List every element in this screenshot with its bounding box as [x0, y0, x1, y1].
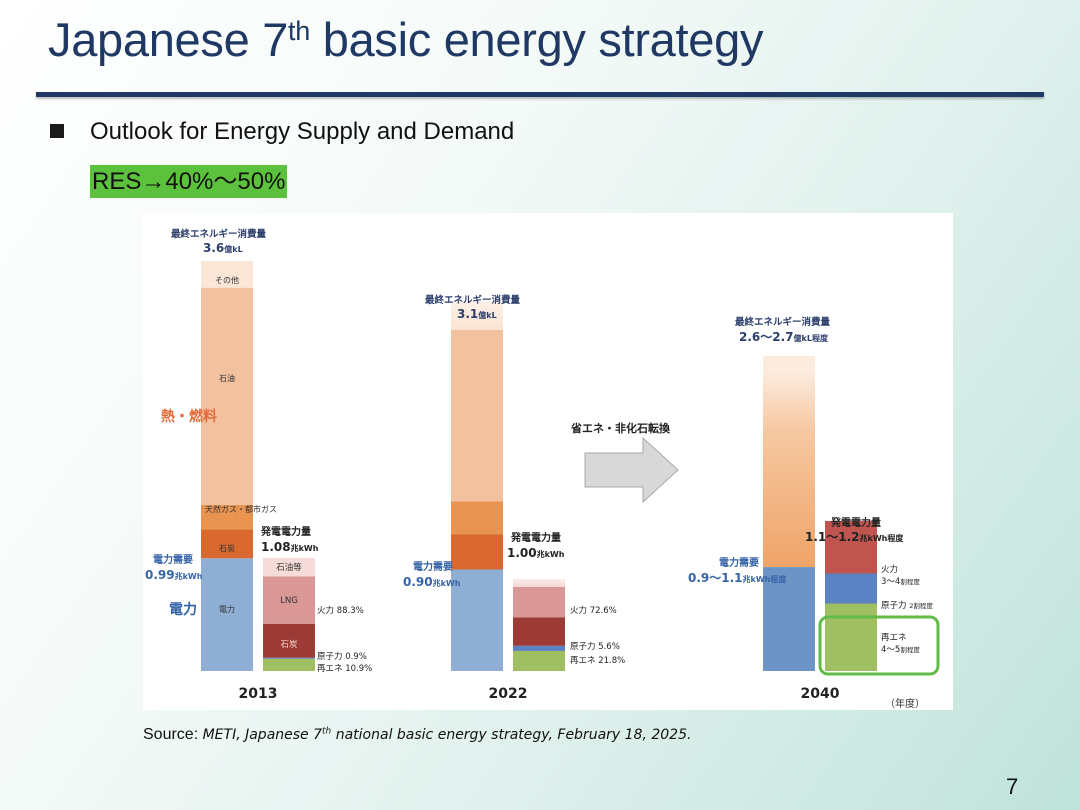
gen-2022-石炭 — [513, 617, 565, 646]
gen-2022-LNG — [513, 586, 565, 618]
annot-2013-renew: 再エネ 10.9% — [317, 664, 372, 674]
energy-chart: その他 石油 天然ガス・都市ガス 石炭 電力 最終エネルギー消費量 3.6億kL 電力需要 0.… — [143, 213, 953, 710]
gen-2013-LNG — [263, 576, 315, 624]
bar-2013-天然ガス・都市ガス — [201, 504, 253, 530]
energy-chart-svg: その他石油天然ガス・都市ガス石炭電力最終エネルギー消費量3.6億kL電力需要0.… — [145, 228, 940, 710]
annot-2013-nuclear: 原子力 0.9% — [317, 651, 367, 662]
gen-value-2013: 1.08兆kWh — [261, 540, 319, 554]
label-2013-gen-oil: 石油等 — [276, 562, 302, 573]
bar-2040-熱・燃料 — [763, 371, 815, 568]
label-2013-coal: 石炭 — [219, 544, 235, 553]
title-post: basic energy strategy — [309, 13, 764, 66]
bar-2022-その他 — [451, 301, 503, 330]
annot-2022-nuclear: 原子力 5.6% — [570, 641, 620, 652]
annot-2040-renew-name: 再エネ — [881, 633, 907, 643]
bar-2040-電力 — [763, 567, 815, 671]
annot-2040-nuclear: 原子力 2割程度 — [881, 600, 933, 611]
bar-2040-その他 — [763, 356, 815, 372]
gen-2022-再エネ — [513, 650, 565, 671]
gen-value-2022: 1.00兆kWh — [507, 546, 565, 560]
bar-2013-石炭 — [201, 529, 253, 559]
label-2013-gen-coal: 石炭 — [280, 640, 298, 650]
label-2013-oil: 石油 — [219, 373, 235, 383]
fiscal-year-note: （年度） — [885, 697, 925, 710]
annot-2022-thermal: 火力 72.6% — [570, 605, 617, 616]
demand-value-2013: 0.99兆kWh — [145, 568, 203, 582]
title-superscript: th — [288, 16, 310, 46]
source-label: Source: — [143, 726, 199, 743]
year-2040: 2040 — [801, 686, 840, 702]
annot-2040-thermal-value: 3～4割程度 — [881, 577, 920, 587]
demand-label-2040: 電力需要 — [719, 556, 759, 569]
final-value-2022: 3.1億kL — [457, 307, 497, 321]
bar-2022-石炭 — [451, 534, 503, 570]
year-2013: 2013 — [239, 686, 278, 702]
bar-2022-石油 — [451, 329, 503, 502]
gen-label-2013: 発電電力量 — [260, 525, 311, 538]
gen-2013-再エネ — [263, 658, 315, 671]
final-label-2013: 最終エネルギー消費量 — [171, 228, 267, 240]
title-rule — [36, 92, 1044, 97]
slide-title: Japanese 7th basic energy strategy — [48, 12, 763, 67]
gen-2040-火力 — [825, 521, 877, 574]
arrow-label: 省エネ・非化石転換 — [570, 421, 671, 435]
section-heat-fuel: 熱・燃料 — [161, 408, 217, 425]
bar-2013-石油 — [201, 287, 253, 505]
label-2013-gas: 天然ガス・都市ガス — [205, 504, 277, 514]
label-2013-gen-lng: LNG — [280, 596, 298, 606]
bullet-square-icon — [50, 124, 64, 138]
gen-2013-石油等 — [263, 558, 315, 577]
demand-value-2040: 0.9～1.1兆kWh程度 — [688, 571, 787, 585]
final-label-2040: 最終エネルギー消費量 — [735, 316, 831, 328]
year-2022: 2022 — [489, 686, 528, 702]
demand-label-2022: 電力需要 — [413, 560, 453, 573]
bar-2013-その他 — [201, 261, 253, 288]
bar-2013-電力 — [201, 558, 253, 671]
section-electricity: 電力 — [169, 601, 197, 618]
gen-label-2022: 発電電力量 — [510, 531, 561, 544]
source-line: Source: METI, Japanese 7th national basi… — [143, 726, 691, 744]
gen-2013-原子力 — [263, 657, 315, 659]
res-highlight: RES→40%～50% — [90, 165, 288, 198]
transition-arrow — [584, 436, 679, 504]
demand-label-2013: 電力需要 — [153, 553, 193, 566]
annot-2022-renew: 再エネ 21.8% — [570, 656, 625, 666]
annot-2013-thermal: 火力 88.3% — [317, 605, 364, 616]
demand-value-2022: 0.90兆kWh — [403, 575, 461, 589]
final-value-2013: 3.6億kL — [203, 241, 243, 255]
page-number: 7 — [1006, 774, 1019, 799]
final-label-2022: 最終エネルギー消費量 — [425, 294, 521, 306]
bullet-text: Outlook for Energy Supply and Demand — [90, 118, 515, 145]
gen-2040-原子力 — [825, 573, 877, 604]
final-value-2040: 2.6～2.7億kL程度 — [739, 330, 829, 344]
label-2013-elec: 電力 — [219, 604, 235, 614]
annot-2040-renew-value: 4～5割程度 — [881, 645, 920, 655]
bar-2022-天然ガス・都市ガス — [451, 501, 503, 535]
gen-2022-原子力 — [513, 645, 565, 651]
gen-2040-再エネ — [825, 603, 877, 671]
annot-2040-thermal-name: 火力 — [881, 564, 898, 575]
gen-2022-石油等 — [513, 579, 565, 587]
bar-2022-電力 — [451, 569, 503, 671]
renewables-highlight-box — [818, 615, 940, 676]
gen-value-2040: 1.1～1.2兆kWh程度 — [805, 530, 904, 544]
title-pre: Japanese 7 — [48, 13, 289, 66]
gen-2013-石炭 — [263, 623, 315, 658]
source-citation: METI, Japanese 7th national basic energy… — [202, 726, 692, 743]
label-2013-other: その他 — [215, 275, 239, 285]
gen-label-2040: 発電電力量 — [830, 516, 881, 529]
